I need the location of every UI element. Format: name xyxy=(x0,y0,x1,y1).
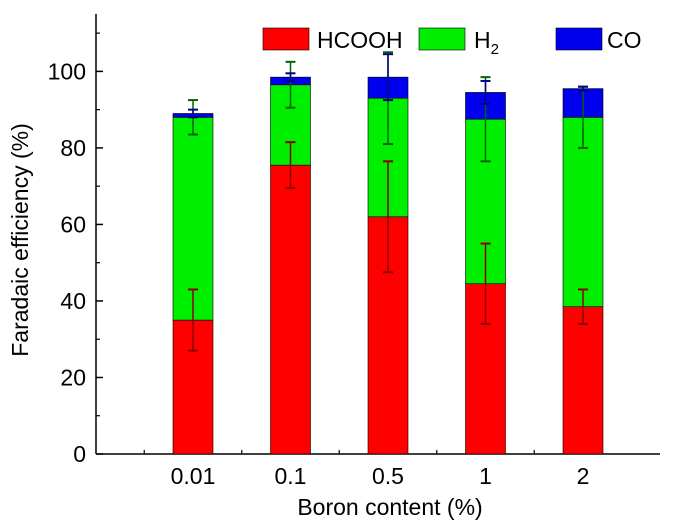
legend-swatch-hcooh xyxy=(262,27,310,51)
y-tick-label: 80 xyxy=(60,135,86,161)
y-axis-title: Faradaic efficiency (%) xyxy=(7,123,33,357)
legend-swatch-co xyxy=(555,27,603,51)
y-tick-label: 20 xyxy=(60,364,86,390)
y-tick-label: 0 xyxy=(73,441,86,467)
y-tick-label: 40 xyxy=(60,288,86,314)
x-tick-label: 0.5 xyxy=(372,463,404,489)
legend-label-h2: H2 xyxy=(474,27,499,58)
legend-swatch-h2 xyxy=(418,27,466,51)
legend-label-h2-subscript: 2 xyxy=(491,41,499,58)
bars xyxy=(172,76,604,455)
x-tick-label: 0.01 xyxy=(171,463,216,489)
error-bars xyxy=(188,51,588,352)
bar-hcooh-2 xyxy=(562,306,604,455)
legend-label-co: CO xyxy=(607,27,642,53)
x-tick-label: 2 xyxy=(577,463,590,489)
legend-label-h2-main: H xyxy=(474,27,491,53)
legend: HCOOH H2 CO xyxy=(262,27,642,58)
bar-hcooh-0.1 xyxy=(270,164,311,455)
y-tick-label: 60 xyxy=(60,211,86,237)
x-axis-title: Boron content (%) xyxy=(297,494,482,520)
x-tick-label: 0.1 xyxy=(275,463,307,489)
x-tick-label: 1 xyxy=(479,463,492,489)
legend-label-hcooh: HCOOH xyxy=(317,27,403,53)
y-axis-ticks: 0 20 40 60 80 100 xyxy=(48,32,103,467)
y-tick-label: 100 xyxy=(48,58,86,84)
